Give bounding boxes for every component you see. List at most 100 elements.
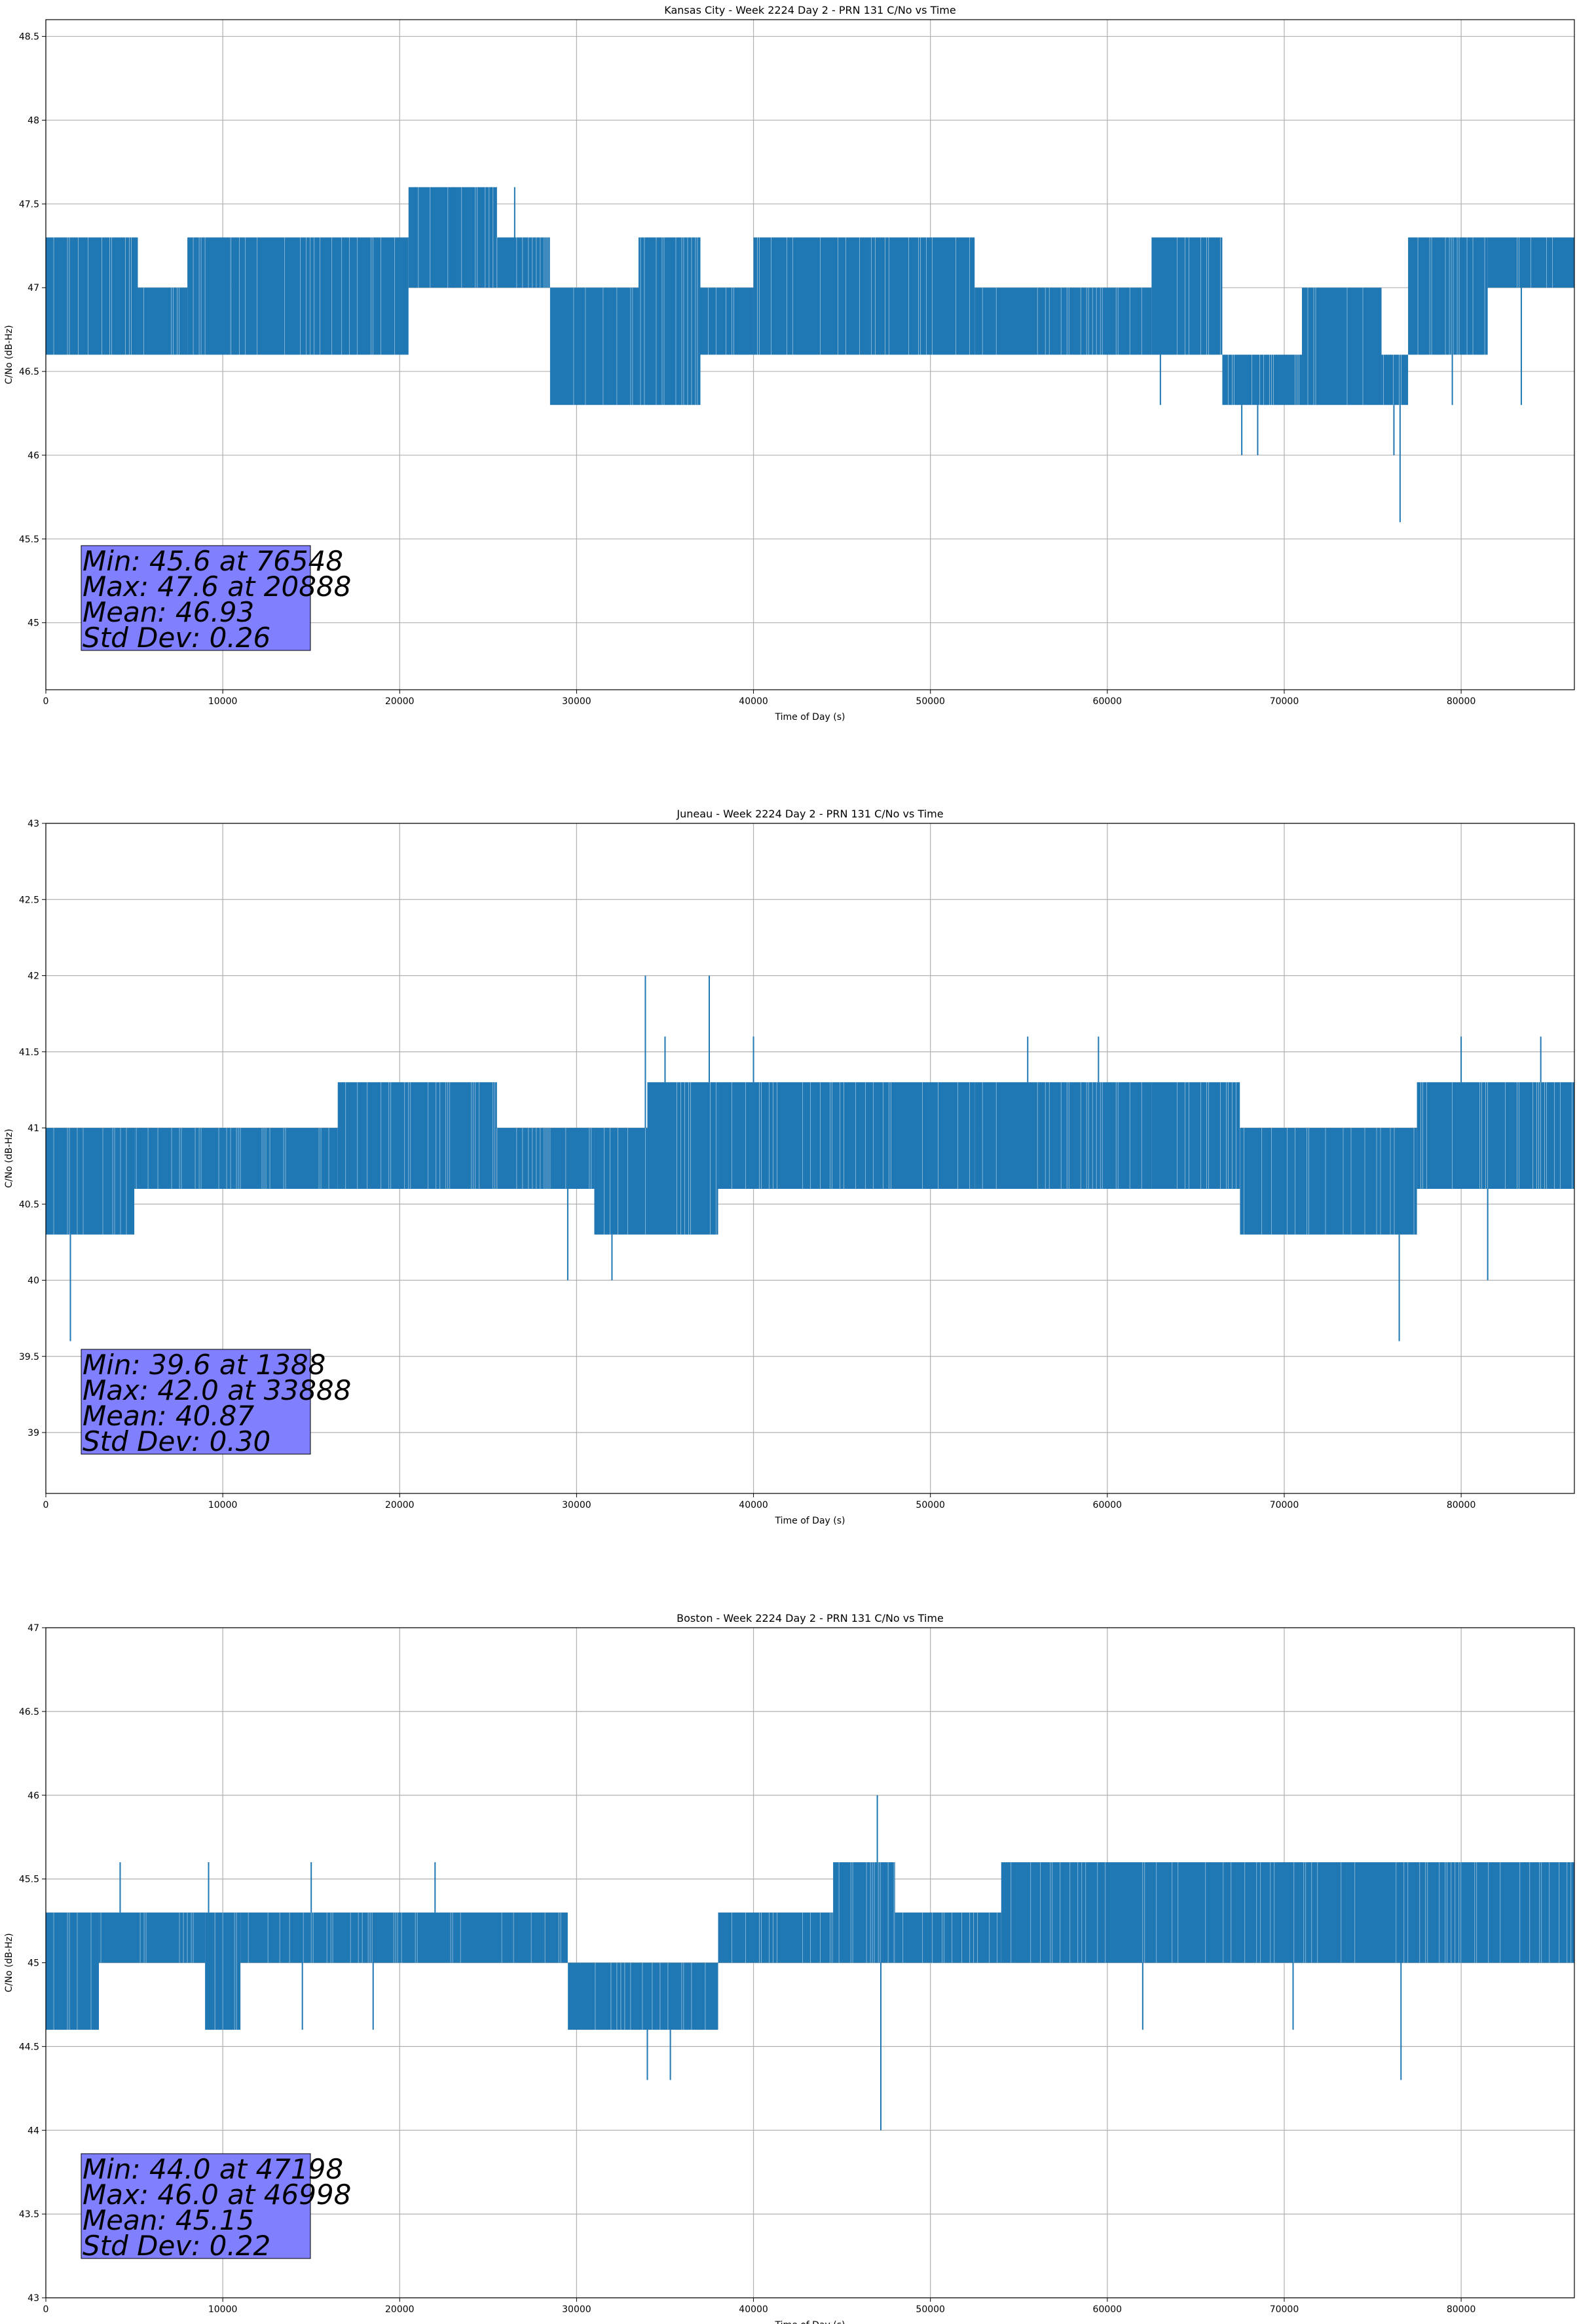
- x-tick-label: 80000: [1447, 696, 1476, 707]
- x-tick-label: 10000: [208, 2304, 238, 2315]
- signal-band: [1240, 1128, 1320, 1235]
- signal-band: [134, 1128, 338, 1189]
- stats-line: Max: 46.0 at 46998: [83, 2179, 351, 2211]
- y-tick-label: 39: [28, 1428, 39, 1438]
- signal-band: [1222, 354, 1302, 405]
- x-tick-label: 80000: [1447, 2304, 1476, 2315]
- y-tick-label: 45: [28, 618, 39, 629]
- signal-band: [1320, 1128, 1417, 1235]
- y-tick-label: 43: [28, 2293, 39, 2304]
- chart-title: Kansas City - Week 2224 Day 2 - PRN 131 …: [664, 4, 955, 16]
- y-axis-label: C/No (dB-Hz): [4, 1933, 14, 1992]
- plot-frame: [45, 19, 1575, 690]
- signal-band: [99, 1912, 206, 1963]
- signal-band: [46, 237, 73, 355]
- signal-band: [1408, 237, 1488, 355]
- x-tick-label: 70000: [1270, 696, 1299, 707]
- x-tick-label: 0: [43, 696, 49, 707]
- x-tick-label: 30000: [562, 1500, 591, 1510]
- y-axis-label: C/No (dB-Hz): [4, 1129, 14, 1188]
- stats-line: Std Dev: 0.30: [83, 1425, 270, 1457]
- x-tick-label: 50000: [916, 1500, 945, 1510]
- signal-band: [594, 1128, 648, 1235]
- series-trace: [46, 975, 1574, 1341]
- stats-line: Std Dev: 0.22: [83, 2230, 270, 2262]
- signal-band: [138, 288, 188, 355]
- signal-band: [638, 237, 701, 405]
- y-tick-label: 46: [28, 1791, 39, 1801]
- y-tick-label: 41: [28, 1123, 39, 1134]
- y-tick-label: 41.5: [19, 1047, 39, 1058]
- signal-band: [72, 237, 138, 355]
- x-tick-label: 0: [43, 2304, 49, 2315]
- stats-line: Mean: 40.87: [83, 1400, 254, 1432]
- signal-band: [1381, 354, 1409, 405]
- signal-band: [718, 1912, 834, 1963]
- y-tick-label: 45.5: [19, 1875, 39, 1885]
- x-tick-label: 50000: [916, 696, 945, 707]
- x-tick-label: 20000: [385, 696, 415, 707]
- x-axis-label: Time of Day (s): [775, 712, 845, 722]
- stats-line: Min: 39.6 at 1388: [83, 1349, 325, 1381]
- y-tick-label: 47: [28, 1623, 39, 1634]
- signal-band: [337, 1082, 497, 1189]
- y-tick-label: 46: [28, 451, 39, 461]
- y-tick-label: 45: [28, 1959, 39, 1969]
- y-tick-label: 46.5: [19, 1707, 39, 1717]
- signal-band: [974, 1082, 1152, 1189]
- series-trace: [46, 187, 1574, 523]
- x-tick-label: 50000: [916, 2304, 945, 2315]
- signal-band: [187, 237, 232, 355]
- x-tick-label: 40000: [739, 2304, 768, 2315]
- signal-band: [895, 1912, 1001, 1963]
- x-tick-label: 10000: [208, 696, 238, 707]
- y-tick-label: 40: [28, 1276, 39, 1286]
- signal-band: [46, 1128, 82, 1235]
- chart-title: Juneau - Week 2224 Day 2 - PRN 131 C/No …: [676, 808, 943, 820]
- y-tick-label: 43: [28, 819, 39, 829]
- x-tick-label: 40000: [739, 1500, 768, 1510]
- x-tick-label: 60000: [1093, 2304, 1122, 2315]
- x-axis-label: Time of Day (s): [775, 2320, 845, 2324]
- y-tick-label: 46.5: [19, 367, 39, 377]
- signal-band: [46, 1912, 100, 2030]
- y-tick-label: 39.5: [19, 1352, 39, 1362]
- stats-box: [81, 2153, 311, 2259]
- signal-band: [496, 1128, 595, 1189]
- y-tick-label: 44: [28, 2126, 39, 2136]
- y-tick-label: 47.5: [19, 199, 39, 210]
- chart-1: Kansas City - Week 2224 Day 2 - PRN 131 …: [4, 4, 1575, 722]
- y-tick-label: 42: [28, 971, 39, 982]
- x-tick-label: 10000: [208, 1500, 238, 1510]
- y-tick-label: 47: [28, 283, 39, 293]
- stats-line: Min: 45.6 at 76548: [83, 545, 343, 577]
- signal-band: [647, 1082, 718, 1235]
- signal-band: [549, 288, 639, 405]
- y-tick-label: 45.5: [19, 534, 39, 545]
- y-tick-label: 48.5: [19, 32, 39, 43]
- y-tick-label: 42.5: [19, 895, 39, 905]
- signal-band: [1417, 1082, 1574, 1189]
- stats-line: Mean: 45.15: [83, 2204, 254, 2236]
- signal-band: [700, 288, 754, 355]
- signal-band: [974, 288, 1152, 355]
- stats-line: Std Dev: 0.26: [83, 622, 270, 654]
- y-tick-label: 48: [28, 115, 39, 126]
- x-tick-label: 30000: [562, 2304, 591, 2315]
- x-tick-label: 80000: [1447, 1500, 1476, 1510]
- signal-band: [718, 1082, 975, 1189]
- x-tick-label: 40000: [739, 696, 768, 707]
- signal-band: [81, 1128, 135, 1235]
- signal-band: [1001, 1862, 1574, 1963]
- chart-title: Boston - Week 2224 Day 2 - PRN 131 C/No …: [677, 1612, 944, 1624]
- stats-box: [81, 1349, 311, 1455]
- signal-band: [1301, 288, 1382, 405]
- signal-band: [240, 1912, 568, 1963]
- y-tick-label: 43.5: [19, 2209, 39, 2220]
- plot-frame: [45, 1627, 1575, 2298]
- x-axis-label: Time of Day (s): [775, 1516, 845, 1526]
- x-tick-label: 70000: [1270, 1500, 1299, 1510]
- x-tick-label: 70000: [1270, 2304, 1299, 2315]
- x-tick-label: 60000: [1093, 696, 1122, 707]
